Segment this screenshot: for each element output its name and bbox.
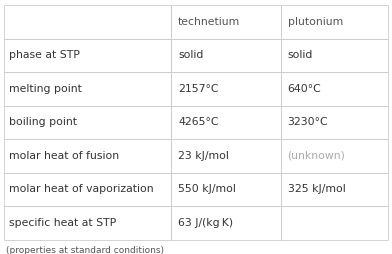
Bar — [4, 173, 171, 206]
Bar — [4, 206, 171, 240]
Text: phase at STP: phase at STP — [9, 50, 80, 60]
Text: 2157°C: 2157°C — [178, 84, 219, 94]
Bar — [4, 139, 171, 173]
Text: 325 kJ/mol: 325 kJ/mol — [288, 184, 345, 195]
Text: 23 kJ/mol: 23 kJ/mol — [178, 151, 229, 161]
Bar — [171, 206, 281, 240]
Text: technetium: technetium — [178, 17, 240, 27]
Text: melting point: melting point — [9, 84, 82, 94]
Text: 3230°C: 3230°C — [288, 117, 328, 128]
Text: molar heat of fusion: molar heat of fusion — [9, 151, 119, 161]
Text: boiling point: boiling point — [9, 117, 76, 128]
Bar — [171, 173, 281, 206]
Bar — [4, 5, 171, 39]
Text: plutonium: plutonium — [288, 17, 343, 27]
Bar — [4, 39, 171, 72]
Text: 550 kJ/mol: 550 kJ/mol — [178, 184, 236, 195]
Bar — [171, 72, 281, 106]
Bar — [171, 5, 281, 39]
Text: solid: solid — [178, 50, 203, 60]
Bar — [4, 106, 171, 139]
Text: molar heat of vaporization: molar heat of vaporization — [9, 184, 153, 195]
Text: specific heat at STP: specific heat at STP — [9, 218, 116, 228]
Bar — [171, 39, 281, 72]
Text: 63 J/(kg K): 63 J/(kg K) — [178, 218, 233, 228]
Bar — [281, 173, 388, 206]
Text: 640°C: 640°C — [288, 84, 321, 94]
Bar — [171, 139, 281, 173]
Bar — [281, 106, 388, 139]
Bar — [281, 206, 388, 240]
Bar — [281, 39, 388, 72]
Text: solid: solid — [288, 50, 313, 60]
Bar — [4, 72, 171, 106]
Text: 4265°C: 4265°C — [178, 117, 219, 128]
Bar — [281, 5, 388, 39]
Bar — [281, 72, 388, 106]
Text: (unknown): (unknown) — [288, 151, 345, 161]
Text: (properties at standard conditions): (properties at standard conditions) — [6, 246, 164, 254]
Bar — [171, 106, 281, 139]
Bar — [281, 139, 388, 173]
